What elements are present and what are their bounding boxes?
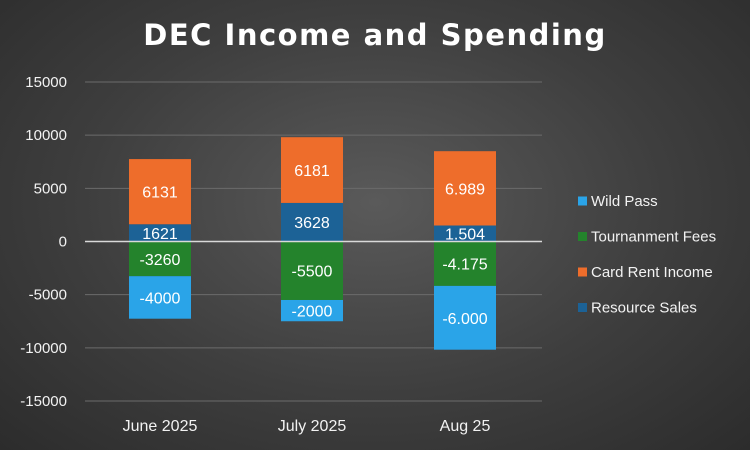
- y-tick-label: 10000: [25, 127, 67, 144]
- y-tick-label: -5000: [29, 287, 67, 304]
- data-label-resource-sales-3: 1.504: [445, 227, 485, 244]
- bar-card-rent-income-3: [434, 151, 496, 226]
- legend: Wild Pass Tournanment Fees Card Rent Incom…: [578, 193, 716, 317]
- x-category-label: June 2025: [123, 418, 198, 435]
- x-category-label: Aug 25: [440, 418, 491, 435]
- legend-swatch-resource-sales: [578, 303, 587, 312]
- y-tick-label: 15000: [25, 74, 67, 91]
- legend-swatch-tournanment-fees: [578, 232, 587, 241]
- bar-resource-sales-2: [281, 202, 343, 242]
- data-label-resource-sales-2: 3628: [294, 215, 330, 232]
- y-tick-label: 5000: [34, 180, 67, 197]
- bar-resource-sales-3: [434, 225, 496, 242]
- y-tick-label: -15000: [20, 393, 67, 410]
- data-label-wild-pass-3: -6.000: [442, 311, 487, 328]
- legend-label-tournanment-fees: Tournanment Fees: [591, 229, 716, 246]
- bar-tournanment-fees-1: [129, 241, 191, 277]
- x-axis-category-labels: June 2025 July 2025 Aug 25: [123, 418, 491, 435]
- x-category-label: July 2025: [278, 418, 347, 435]
- legend-swatch-wild-pass: [578, 196, 587, 206]
- y-axis-tick-labels: 15000 10000 5000 0 -5000 -10000 -15000: [20, 74, 67, 410]
- data-label-tournanment-fees-3: -4.175: [442, 257, 487, 274]
- data-label-resource-sales-1: 1621: [142, 226, 178, 243]
- data-label-card-rent-income-2: 6181: [294, 163, 330, 180]
- bar-card-rent-income-1: [129, 159, 191, 225]
- legend-label-card-rent-income: Card Rent Income: [591, 264, 713, 281]
- bar-wild-pass-1: [129, 276, 191, 319]
- legend-label-wild-pass: Wild Pass: [591, 193, 658, 210]
- data-label-card-rent-income-1: 6131: [142, 185, 178, 202]
- data-labels: 1621 6131 -3260 -4000 3628 6181 -5500 -2000 1.50…: [140, 163, 488, 328]
- legend-swatch-card-rent-income: [578, 267, 587, 277]
- legend-label-resource-sales: Resource Sales: [591, 300, 697, 317]
- bar-wild-pass-3: [434, 285, 496, 350]
- data-label-card-rent-income-3: 6.989: [445, 181, 485, 198]
- bar-tournanment-fees-2: [281, 241, 343, 300]
- bars: [129, 137, 496, 350]
- y-tick-label: 0: [59, 234, 67, 251]
- bar-resource-sales-1: [129, 224, 191, 242]
- bar-card-rent-income-2: [281, 137, 343, 203]
- data-label-wild-pass-1: -4000: [140, 290, 181, 307]
- data-label-wild-pass-2: -2000: [292, 304, 333, 321]
- bar-wild-pass-2: [281, 299, 343, 322]
- bar-tournanment-fees-3: [434, 241, 496, 286]
- chart-title: DEC Income and Spending: [143, 18, 606, 52]
- y-tick-label: -10000: [20, 340, 67, 357]
- data-label-tournanment-fees-2: -5500: [292, 264, 333, 281]
- data-label-tournanment-fees-1: -3260: [140, 252, 181, 269]
